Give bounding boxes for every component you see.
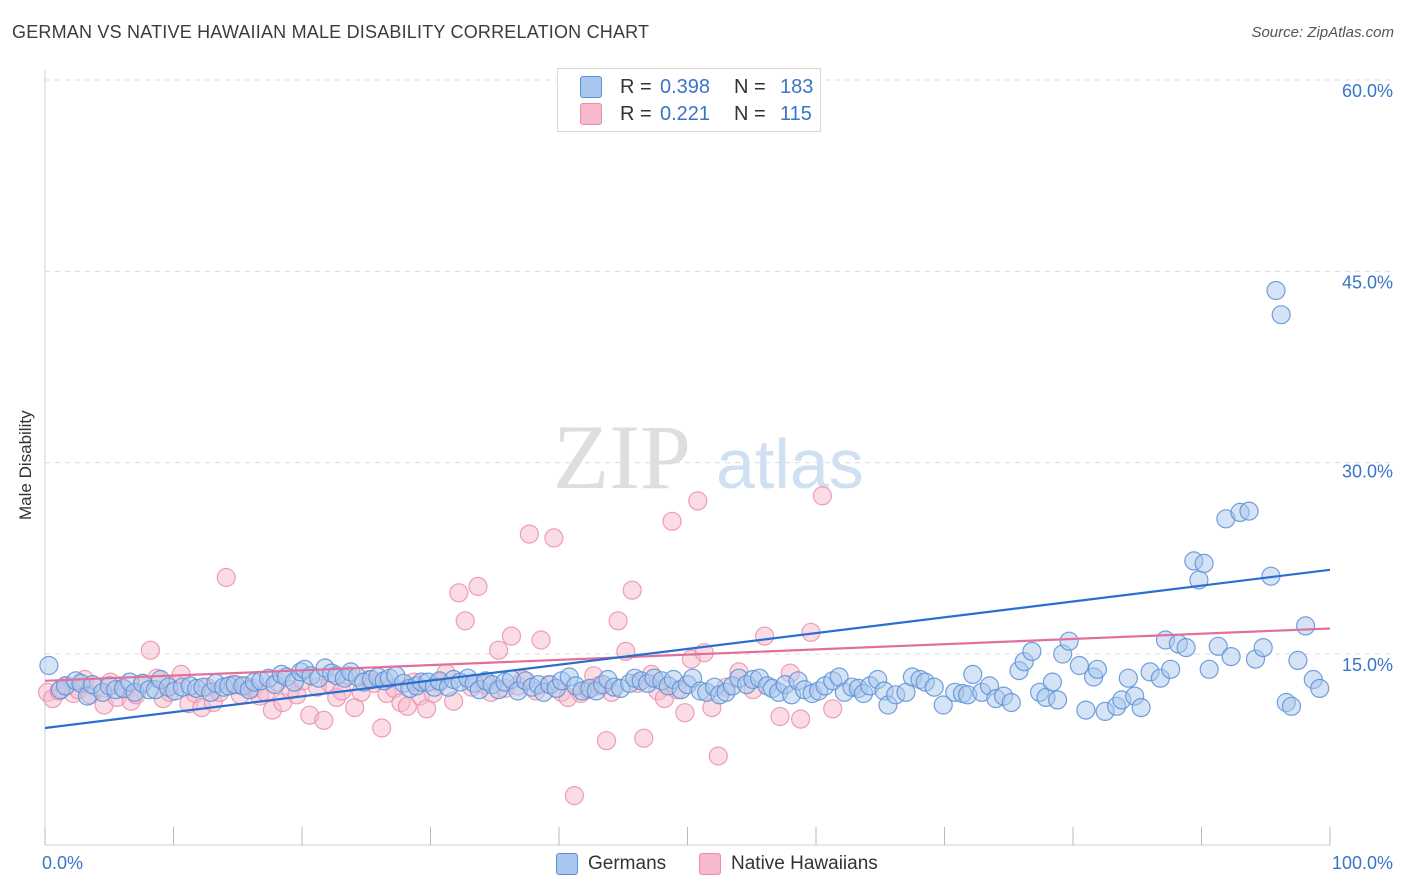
germans-point: [1295, 616, 1316, 636]
watermark-zip: ZIP: [553, 406, 691, 508]
x-tick-label-0: 0.0%: [42, 853, 83, 873]
bottom-legend-germans-label: Germans: [588, 853, 667, 874]
hawaiians-point: [790, 709, 811, 729]
hawaiians-point: [531, 630, 551, 650]
hawaiians-point: [372, 718, 392, 738]
germans-point: [1001, 692, 1021, 713]
y-tick-label-2: 45.0%: [1342, 272, 1393, 292]
legend-n-label: N =: [734, 75, 766, 98]
germans-point: [1281, 696, 1302, 716]
legend-n-label: N =: [734, 102, 766, 125]
y-axis-label: Male Disability: [16, 410, 35, 520]
hawaiians-point: [544, 528, 564, 548]
germans-point: [1176, 637, 1196, 658]
legend-germans-n: 183: [780, 75, 814, 98]
hawaiians-point: [608, 611, 628, 631]
legend-hawaiians-n: 115: [780, 102, 812, 125]
hawaiians-point: [622, 580, 642, 600]
hawaiians-point: [519, 524, 540, 544]
hawaiians-point: [564, 785, 585, 806]
legend-r-label: R =: [620, 102, 652, 125]
germans-point: [1047, 690, 1068, 710]
legend-r-label: R =: [620, 75, 652, 98]
germans-point: [933, 695, 953, 715]
y-tick-label-3: 60.0%: [1342, 81, 1393, 101]
hawaiians-point: [314, 710, 334, 730]
hawaiians-point: [823, 699, 843, 719]
bottom-swatch-hawaiians: [699, 853, 721, 875]
x-tick-label-1: 100.0%: [1332, 853, 1393, 873]
hawaiians-point: [216, 567, 236, 588]
legend-row-germans: R = 0.398 N = 183: [580, 74, 813, 100]
germans-point: [1271, 305, 1291, 325]
hawaiians-point: [708, 746, 728, 766]
germans-point: [1131, 697, 1151, 718]
hawaiians-point: [596, 731, 617, 751]
germans-point: [1288, 650, 1308, 671]
hawaiians-point: [662, 511, 682, 531]
legend-hawaiians-r: 0.221: [660, 102, 711, 125]
bottom-legend-germans: Germans: [556, 850, 666, 878]
hawaiians-point: [634, 728, 654, 748]
hawaiians-point: [770, 706, 790, 727]
y-tick-label-1: 30.0%: [1342, 462, 1393, 482]
hawaiians-point: [501, 626, 522, 646]
germans-point: [1194, 553, 1214, 574]
legend-swatch-germans: [580, 76, 602, 98]
hawaiians-trend-line: [44, 627, 1331, 682]
germans-trend-line: [44, 568, 1331, 730]
bottom-legend-hawaiians: Native Hawaiians: [699, 850, 878, 878]
germans-point: [1221, 646, 1241, 667]
germans-points: [39, 280, 1330, 722]
watermark: ZIP atlas: [553, 406, 864, 508]
trend-lines: [44, 568, 1331, 730]
legend-germans-r: 0.398: [660, 75, 711, 98]
hawaiians-point: [675, 703, 695, 723]
germans-point: [1042, 672, 1063, 692]
source-label: Source: ZipAtlas.com: [1251, 24, 1394, 41]
hawaiians-point: [688, 491, 708, 511]
legend-swatch-hawaiians: [580, 103, 602, 125]
germans-point: [1118, 668, 1138, 688]
germans-point: [1253, 637, 1273, 658]
germans-point: [924, 677, 944, 697]
germans-point: [1266, 280, 1286, 301]
hawaiians-point: [468, 576, 488, 597]
chart-title: GERMAN VS NATIVE HAWAIIAN MALE DISABILIT…: [12, 22, 650, 42]
germans-point: [963, 664, 983, 685]
germans-point: [1208, 636, 1228, 656]
germans-point: [1239, 501, 1259, 521]
hawaiians-point: [754, 626, 775, 646]
legend-row-hawaiians: R = 0.221 N = 115: [580, 101, 812, 127]
germans-point: [1022, 641, 1042, 662]
bottom-legend-hawaiians-label: Native Hawaiians: [731, 853, 878, 874]
hawaiians-point: [489, 640, 509, 660]
germans-point: [1087, 659, 1108, 679]
germans-point: [1161, 659, 1181, 679]
hawaiians-point: [449, 583, 469, 603]
y-tick-label-0: 15.0%: [1342, 655, 1393, 675]
germans-point: [1310, 678, 1330, 699]
germans-point: [1076, 700, 1096, 720]
tick-labels: 15.0% 30.0% 45.0% 60.0% 0.0% 100.0%: [42, 81, 1393, 873]
germans-point: [39, 655, 59, 676]
watermark-atlas: atlas: [716, 425, 864, 503]
axes: [44, 70, 1331, 846]
legend: R = 0.398 N = 183 R = 0.221 N = 115: [557, 68, 821, 132]
germans-point: [1069, 655, 1090, 676]
germans-point: [1199, 659, 1219, 679]
hawaiians-point: [140, 640, 160, 660]
germans-point: [1059, 631, 1079, 651]
hawaiians-point: [455, 611, 475, 631]
bottom-swatch-germans: [556, 853, 578, 875]
hawaiians-point: [812, 486, 833, 506]
